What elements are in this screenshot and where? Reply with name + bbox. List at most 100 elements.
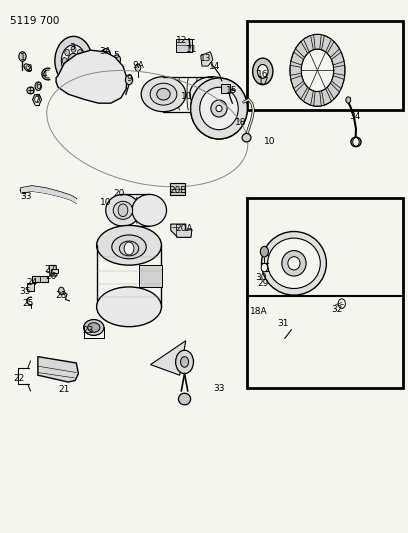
Circle shape [290,34,345,107]
Ellipse shape [26,66,29,69]
Circle shape [65,50,70,56]
Circle shape [253,58,273,85]
Text: 25: 25 [23,299,34,308]
Polygon shape [314,35,321,50]
Text: 11: 11 [186,45,197,54]
Text: 17: 17 [258,77,270,86]
Text: 29: 29 [257,279,268,288]
Ellipse shape [351,137,361,147]
Circle shape [301,49,334,92]
Text: 9: 9 [126,74,132,83]
Ellipse shape [97,287,162,327]
Polygon shape [290,66,302,75]
Polygon shape [331,76,344,88]
Text: 20: 20 [113,189,124,198]
Ellipse shape [216,106,222,112]
Circle shape [58,287,64,295]
Ellipse shape [106,195,140,226]
Bar [246,198,403,389]
Text: 5: 5 [113,51,119,60]
Polygon shape [27,284,34,291]
Circle shape [55,36,92,85]
Ellipse shape [190,77,234,112]
Text: 20A: 20A [175,224,193,233]
Text: 34: 34 [349,112,360,122]
Polygon shape [304,35,313,52]
Text: 3A: 3A [99,47,111,56]
Circle shape [68,53,79,68]
Polygon shape [201,52,213,66]
Ellipse shape [262,231,326,295]
Polygon shape [56,50,127,103]
Polygon shape [291,76,304,88]
Text: 3: 3 [69,43,75,52]
Polygon shape [139,265,162,287]
Text: 24: 24 [26,278,38,287]
Polygon shape [21,186,76,204]
Text: 18A: 18A [250,307,268,316]
Text: 8: 8 [29,87,34,96]
Polygon shape [171,224,192,237]
Text: 4: 4 [42,70,48,79]
Polygon shape [322,35,331,52]
Circle shape [35,82,42,91]
Polygon shape [333,66,345,75]
Text: 33: 33 [21,192,32,201]
Text: 2: 2 [26,64,32,73]
Text: 31: 31 [277,319,289,328]
Text: 12: 12 [176,36,187,45]
Circle shape [353,138,359,146]
Circle shape [71,46,76,52]
Text: 22: 22 [13,374,24,383]
Text: 10: 10 [181,92,193,101]
Ellipse shape [200,87,238,130]
Text: 21: 21 [58,385,70,394]
Text: 16: 16 [257,70,268,79]
Ellipse shape [112,235,146,259]
Polygon shape [295,42,308,58]
Circle shape [135,64,141,71]
Circle shape [175,350,193,374]
Ellipse shape [132,195,166,226]
Circle shape [104,52,108,57]
Ellipse shape [288,257,300,270]
Text: 13: 13 [200,54,211,62]
Ellipse shape [150,83,177,105]
Text: 10: 10 [100,198,112,207]
Ellipse shape [113,201,133,219]
Circle shape [61,45,86,77]
Text: 5119 700: 5119 700 [10,16,60,26]
Text: 28: 28 [55,291,67,300]
Circle shape [80,58,85,64]
Ellipse shape [191,78,247,139]
Ellipse shape [282,251,306,276]
Circle shape [78,50,82,56]
Text: 32: 32 [331,305,342,314]
Circle shape [260,246,268,257]
Circle shape [35,96,40,103]
Bar [176,38,192,52]
Ellipse shape [157,88,170,100]
Text: 23: 23 [83,326,94,335]
Text: 35: 35 [20,287,31,296]
Text: 6: 6 [35,82,41,91]
Polygon shape [327,83,339,99]
Bar [170,183,185,195]
Polygon shape [51,269,58,273]
Text: 20B: 20B [169,186,186,195]
Circle shape [180,357,188,367]
Polygon shape [304,88,313,105]
Polygon shape [295,83,308,99]
Polygon shape [49,265,57,276]
Circle shape [113,55,120,64]
Bar [246,21,403,110]
Ellipse shape [141,77,186,112]
Circle shape [71,69,76,76]
Polygon shape [322,88,331,105]
Text: 26: 26 [45,272,57,281]
Polygon shape [314,91,321,106]
Ellipse shape [84,319,104,335]
Text: 30: 30 [255,272,267,281]
Ellipse shape [178,393,191,405]
Ellipse shape [268,238,320,288]
